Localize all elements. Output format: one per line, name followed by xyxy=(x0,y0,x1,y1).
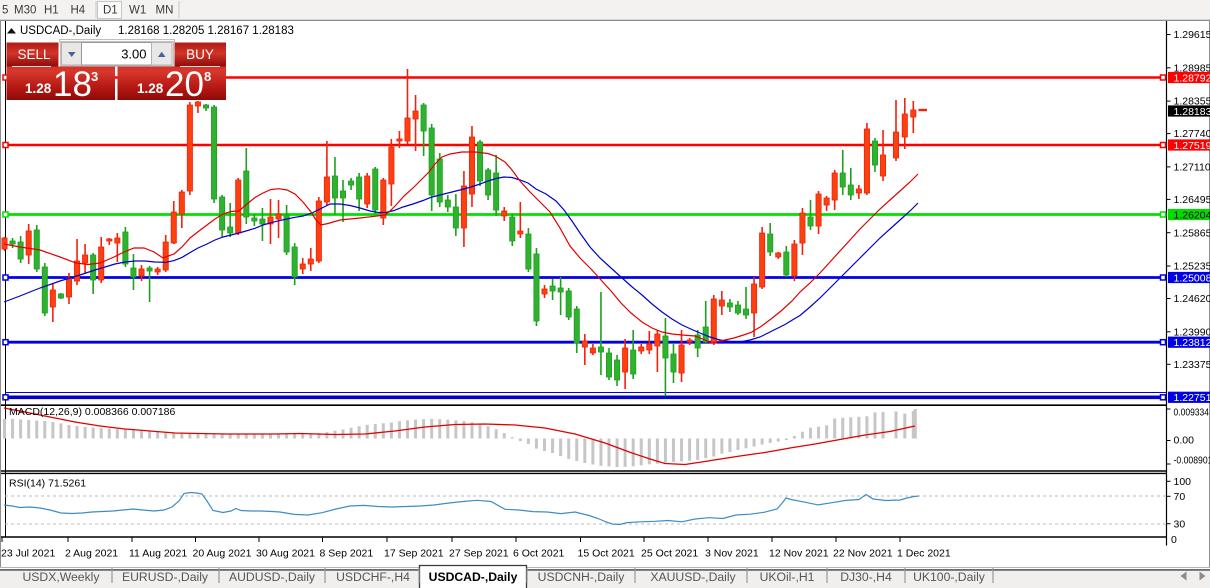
svg-text:BUY: BUY xyxy=(186,47,214,62)
svg-text:30: 30 xyxy=(1174,518,1186,530)
svg-text:27 Sep 2021: 27 Sep 2021 xyxy=(449,548,509,560)
svg-text:3.00: 3.00 xyxy=(121,47,146,62)
svg-text:25 Oct 2021: 25 Oct 2021 xyxy=(641,548,698,560)
svg-text:20: 20 xyxy=(165,65,204,104)
svg-text:18: 18 xyxy=(53,65,92,104)
svg-text:USDCAD-,Daily: USDCAD-,Daily xyxy=(20,25,101,37)
svg-text:1.27740: 1.27740 xyxy=(1174,128,1210,140)
svg-text:1.23812: 1.23812 xyxy=(1174,337,1210,349)
svg-text:1.25865: 1.25865 xyxy=(1174,227,1210,239)
svg-text:1.22751: 1.22751 xyxy=(1174,392,1210,404)
svg-text:H4: H4 xyxy=(71,5,86,17)
svg-text:H1: H1 xyxy=(44,5,59,17)
svg-text:2 Aug 2021: 2 Aug 2021 xyxy=(65,548,118,560)
svg-text:1.28183: 1.28183 xyxy=(1174,106,1210,118)
svg-text:1.23375: 1.23375 xyxy=(1174,359,1210,371)
svg-text:100: 100 xyxy=(1174,476,1192,488)
svg-text:1.25008: 1.25008 xyxy=(1174,272,1210,284)
svg-text:0.009334: 0.009334 xyxy=(1174,406,1210,418)
svg-text:22 Nov 2021: 22 Nov 2021 xyxy=(833,548,893,560)
svg-text:UKOil-,H1: UKOil-,H1 xyxy=(760,570,815,584)
svg-text:15 Oct 2021: 15 Oct 2021 xyxy=(578,548,635,560)
svg-text:30 Aug 2021: 30 Aug 2021 xyxy=(256,548,315,560)
svg-text:3: 3 xyxy=(91,69,98,84)
svg-text:USDCHF-,H4: USDCHF-,H4 xyxy=(336,570,410,584)
svg-text:11 Aug 2021: 11 Aug 2021 xyxy=(129,548,187,560)
svg-text:8: 8 xyxy=(204,69,211,84)
svg-text:8 Sep 2021: 8 Sep 2021 xyxy=(320,548,374,560)
svg-text:SELL: SELL xyxy=(17,47,51,62)
svg-text:1.28: 1.28 xyxy=(137,81,164,96)
svg-text:17 Sep 2021: 17 Sep 2021 xyxy=(384,548,444,560)
svg-text:MACD(12,26,9) 0.008366 0.00718: MACD(12,26,9) 0.008366 0.007186 xyxy=(9,406,176,418)
svg-text:DJ30-,H4: DJ30-,H4 xyxy=(840,570,892,584)
svg-text:EURUSD-,Daily: EURUSD-,Daily xyxy=(122,570,209,584)
svg-text:W1: W1 xyxy=(129,5,146,17)
svg-text:1.25235: 1.25235 xyxy=(1174,261,1210,273)
svg-text:1.24620: 1.24620 xyxy=(1174,293,1210,305)
svg-text:1.27519: 1.27519 xyxy=(1174,140,1210,152)
svg-text:1.29615: 1.29615 xyxy=(1174,29,1210,41)
svg-text:23 Jul 2021: 23 Jul 2021 xyxy=(1,548,55,560)
svg-text:1.26204: 1.26204 xyxy=(1174,209,1210,221)
svg-text:0.00: 0.00 xyxy=(1174,435,1195,447)
svg-text:M30: M30 xyxy=(14,5,36,17)
svg-text:AUDUSD-,Daily: AUDUSD-,Daily xyxy=(229,570,316,584)
svg-text:USDX,Weekly: USDX,Weekly xyxy=(23,570,101,584)
svg-text:MN: MN xyxy=(156,5,174,17)
svg-text:1.28: 1.28 xyxy=(25,81,52,96)
svg-text:70: 70 xyxy=(1174,491,1186,503)
svg-text:1.26495: 1.26495 xyxy=(1174,194,1210,206)
svg-text:1.23990: 1.23990 xyxy=(1174,326,1210,338)
svg-text:XAUUSD-,Daily: XAUUSD-,Daily xyxy=(650,570,736,584)
svg-text:1 Dec 2021: 1 Dec 2021 xyxy=(897,548,951,560)
svg-text:-0.008901: -0.008901 xyxy=(1174,454,1210,466)
svg-text:UK100-,Daily: UK100-,Daily xyxy=(913,570,986,584)
svg-text:1.28168 1.28205 1.28167 1.2818: 1.28168 1.28205 1.28167 1.28183 xyxy=(118,25,294,37)
svg-text:RSI(14) 71.5261: RSI(14) 71.5261 xyxy=(9,477,86,489)
svg-text:12 Nov 2021: 12 Nov 2021 xyxy=(769,548,829,560)
svg-text:1.28792: 1.28792 xyxy=(1174,72,1210,84)
svg-text:USDCAD-,Daily: USDCAD-,Daily xyxy=(429,570,518,584)
svg-text:0: 0 xyxy=(1171,534,1177,546)
svg-text:1.27110: 1.27110 xyxy=(1174,162,1210,174)
svg-text:5: 5 xyxy=(2,5,8,17)
svg-text:1.28355: 1.28355 xyxy=(1174,96,1210,108)
svg-text:6 Oct 2021: 6 Oct 2021 xyxy=(513,548,565,560)
svg-text:D1: D1 xyxy=(103,5,118,17)
svg-text:3 Nov 2021: 3 Nov 2021 xyxy=(705,548,759,560)
svg-text:USDCNH-,Daily: USDCNH-,Daily xyxy=(538,570,626,584)
svg-text:1.28985: 1.28985 xyxy=(1174,62,1210,74)
svg-text:20 Aug 2021: 20 Aug 2021 xyxy=(193,548,252,560)
